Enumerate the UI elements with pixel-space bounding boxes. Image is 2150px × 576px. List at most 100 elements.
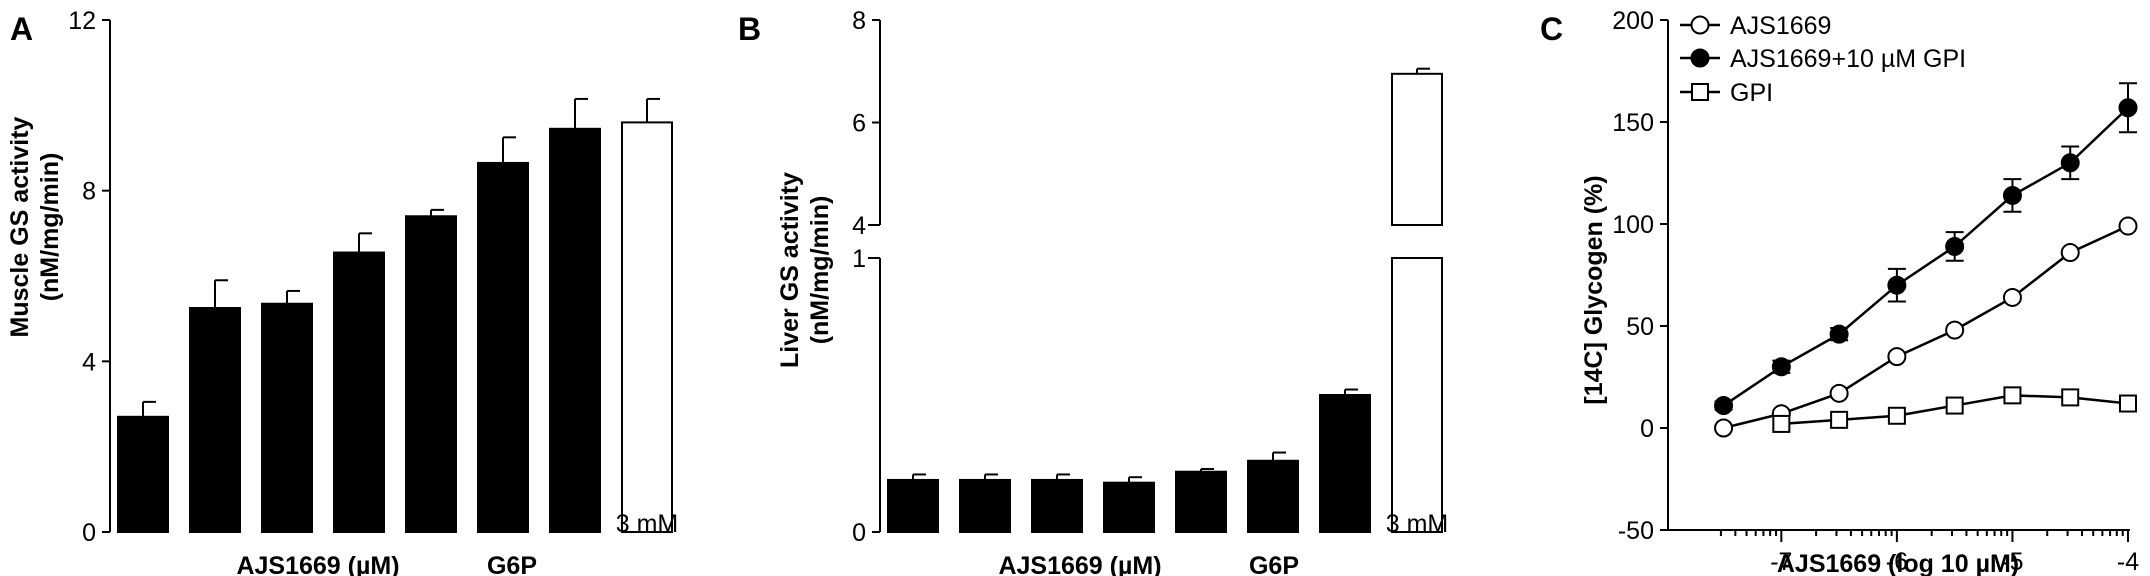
panel-a-ytick-label: 8 <box>82 178 96 206</box>
panel-a-bar <box>477 161 529 534</box>
panel-c-point <box>1887 347 1907 367</box>
panel-b-ytick-label: 8 <box>852 7 866 35</box>
panel-a-ytick-label: 12 <box>68 7 96 35</box>
panel-b-bar <box>1319 394 1371 533</box>
panel-b-ylabel-line1: Liver GS activity <box>776 172 804 368</box>
panel-c-ylabel: [14C] Glycogen (%) <box>1580 175 1608 404</box>
panel-c-ytick-label: 200 <box>1612 7 1654 35</box>
panel-a-xtick-label: 30 <box>561 510 589 538</box>
panel-c-point <box>1945 236 1965 256</box>
panel-b-xlabel-g6p: G6P <box>1249 552 1299 576</box>
panel-c: C [14C] Glycogen (%) AJS1669 (log 10 µM)… <box>1540 7 2139 576</box>
panel-a-bar <box>333 251 385 534</box>
panel-a-xtick-label: 10 <box>489 510 517 538</box>
panel-c-point <box>2119 394 2137 413</box>
panel-a-ytick-label: 0 <box>82 519 96 547</box>
panel-a-xtick-label: 3 <box>424 510 438 538</box>
panel-c-xtick-label: -7 <box>1770 548 1792 576</box>
panel-a-ylabel-line1: Muscle GS activity <box>6 116 34 337</box>
panel-b-xlabel: AJS1669 (µM) <box>998 552 1161 576</box>
panel-c-ytick-label: 0 <box>1640 415 1654 443</box>
panel-b-xtick-label: 0.3 <box>1040 510 1075 538</box>
panel-c-point <box>1887 406 1906 425</box>
panel-a-bar <box>549 127 601 534</box>
panel-a-xtick-label: 0 <box>136 510 150 538</box>
panel-c-point <box>2118 98 2138 118</box>
panel-c-point <box>2060 243 2080 263</box>
panel-c-legend-marker <box>1690 48 1710 68</box>
panel-c-ytick-label: 50 <box>1626 313 1654 341</box>
panel-a: A Muscle GS activity (nM/mg/min) AJS1669… <box>6 7 678 576</box>
panel-c-xlabel: AJS1669 (log 10 µM) <box>1777 550 2019 576</box>
panel-c-point <box>1829 383 1849 403</box>
panel-c-point <box>2002 287 2022 307</box>
panel-c-point <box>2118 216 2138 236</box>
panel-b-bar <box>887 478 939 534</box>
panel-c-series-line <box>1723 224 2129 430</box>
panel-b-ytick-label: 1 <box>852 245 866 273</box>
panel-b-xtick-label: 30 <box>1331 510 1359 538</box>
panel-c-legend: AJS1669 AJS1669+10 µM GPI GPI <box>1680 12 1966 107</box>
panel-c-point <box>1829 324 1849 344</box>
panel-a-bar <box>621 121 673 534</box>
panel-c-xtick-label: -5 <box>2001 548 2023 576</box>
panel-c-xtick-label: -4 <box>2117 548 2139 576</box>
panel-a-ylabel-line2: (nM/mg/min) <box>36 153 64 302</box>
panel-b-xtick-label: 3 <box>1194 510 1208 538</box>
panel-c-point <box>1772 414 1791 433</box>
panel-c-legend-label: GPI <box>1730 79 1773 107</box>
panel-a-xtick-label: 0.3 <box>270 510 305 538</box>
panel-b-xtick-label: 0.1 <box>968 510 1003 538</box>
panel-c-point <box>1714 396 1734 416</box>
panel-c-legend-label: AJS1669+10 µM GPI <box>1730 45 1966 73</box>
panel-b-xtick-label: 1 <box>1122 510 1136 538</box>
panel-b-bar-upper <box>1391 72 1443 226</box>
panel-b-bar <box>1247 459 1299 534</box>
panel-b-ytick-label: 4 <box>852 212 866 240</box>
panel-c-point <box>2003 386 2022 405</box>
panel-b-xtick-label: 10 <box>1259 510 1287 538</box>
panel-c-series-1 <box>1714 82 2138 416</box>
panel-a-bar <box>117 415 169 533</box>
panel-b-ytick-label: 0 <box>852 519 866 547</box>
panel-c-letter: C <box>1540 11 1563 47</box>
panel-c-legend-marker <box>1690 15 1710 35</box>
panel-a-xtick-label: 3 mM <box>616 510 679 538</box>
panel-c-point <box>1887 275 1907 295</box>
panel-c-ytick-label: 150 <box>1612 109 1654 137</box>
panel-c-point <box>2060 153 2080 173</box>
panel-b-bar <box>1103 481 1155 533</box>
panel-c-point <box>1771 357 1791 377</box>
panel-a-bar <box>261 302 313 533</box>
panel-c-series-2 <box>1772 386 2137 433</box>
panel-c-point <box>2061 388 2080 407</box>
panel-a-bar <box>189 307 241 533</box>
panel-c-point <box>1945 320 1965 340</box>
panel-c-point <box>1714 418 1734 438</box>
panel-c-ytick-label: 100 <box>1612 211 1654 239</box>
panel-c-series-0 <box>1714 216 2138 438</box>
panel-b-xtick-label: 0 <box>906 510 920 538</box>
panel-b-letter: B <box>738 11 761 47</box>
panel-c-ytick-label: -50 <box>1618 517 1654 545</box>
panel-c-xtick-label: -6 <box>1886 548 1908 576</box>
panel-a-xtick-label: 1 <box>352 510 366 538</box>
panel-a-ytick-label: 4 <box>82 348 96 376</box>
panel-a-xtick-label: 0.1 <box>198 510 233 538</box>
panel-c-series-line <box>1722 106 2129 407</box>
panel-b-xtick-label: 3 mM <box>1386 510 1449 538</box>
panel-b-bar <box>1031 478 1083 534</box>
panel-a-letter: A <box>10 11 33 47</box>
panel-c-point <box>1945 396 1964 415</box>
panel-c-legend-label: AJS1669 <box>1730 12 1831 40</box>
panel-b-ylabel-line2: (nM/mg/min) <box>806 196 834 345</box>
panel-a-xlabel-g6p: G6P <box>487 552 537 576</box>
panel-b: B Liver GS activity (nM/mg/min) AJS1669 … <box>738 7 1448 576</box>
panel-c-point <box>1830 410 1849 429</box>
panel-c-point <box>2002 185 2022 205</box>
panel-b-bar-lower <box>1391 257 1443 533</box>
panel-a-xlabel: AJS1669 (µM) <box>236 552 399 576</box>
panel-b-bar <box>1175 470 1227 533</box>
panel-a-bar <box>405 215 457 533</box>
